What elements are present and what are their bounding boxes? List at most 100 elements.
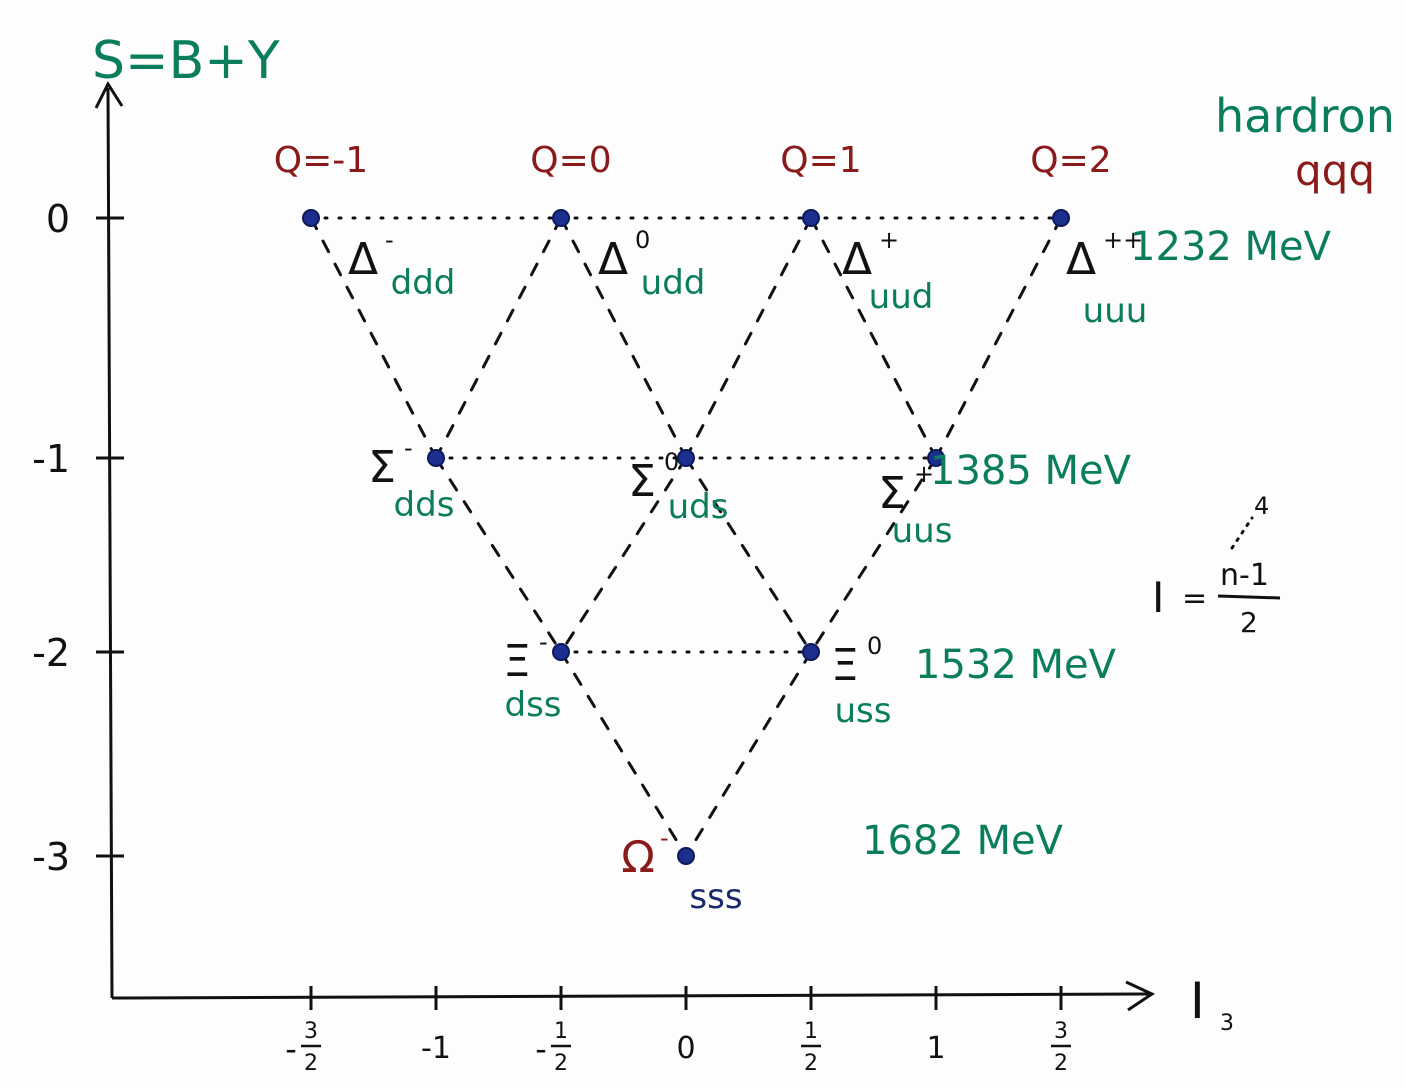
particle-symbol: Δ [598,234,628,285]
title-hadron: hardron [1215,89,1395,143]
particle-uud: Δ + uud [802,209,934,317]
diagonal-connector [684,216,813,460]
particle-symbol: Σ [628,456,656,507]
mass-label: 1385 MeV [930,448,1132,494]
particle-quarks: uss [835,691,892,731]
connection-lines [309,216,1063,858]
particle-quarks: sss [689,877,742,917]
formula-eq: = [1182,581,1207,616]
diagonal-connector [934,216,1063,460]
diagonal-connector [434,456,563,654]
particle-uuu: Δ ++ uuu [1052,209,1148,331]
x-tick-label-numerator: 3 [304,1019,318,1044]
x-tick-label: 12 [801,1019,821,1076]
x-tick-label: 0 [676,1031,695,1066]
x-tick-label-denominator: 2 [1054,1051,1068,1076]
diagonal-connector [684,650,813,858]
diagonal-connector [309,216,438,460]
particle-quarks: uud [869,277,934,317]
x-tick-label: -1 2 [535,1019,571,1076]
mass-label: 1232 MeV [1130,224,1332,270]
x-axis-line [111,992,1151,1000]
particle-dot [427,449,445,467]
particle-dot [552,643,570,661]
particle-charge-sup: 0 [664,448,679,476]
particle-charge-sup: - [539,628,548,656]
title-qqq: qqq [1295,146,1375,195]
particle-dss: Ξ - dss [503,628,570,725]
charge-label: Q=2 [1030,140,1111,181]
particle-udd: Δ 0 udd [552,209,706,303]
x-axis-arrowhead [1125,980,1156,1012]
x-axis-label-subscript: 3 [1220,1011,1234,1036]
mass-labels: 1232 MeV 1385 MeV 1532 MeV 1682 MeV [862,224,1332,864]
y-tick-label: 0 [46,197,70,241]
particle-dot [302,209,320,227]
diagonal-connector [809,216,938,460]
particle-symbol: Ξ [503,636,531,687]
particle-symbol: Ω [621,832,655,883]
formula-annotation-note: 4 [1254,492,1269,520]
particle-dot [802,643,820,661]
y-axis-line [106,87,114,999]
mass-label: 1532 MeV [915,642,1117,688]
x-tick-label-numerator: 1 [554,1019,568,1044]
particle-quarks: dss [504,685,561,725]
isospin-formula: I = n-1 2 4 [1152,492,1281,639]
particle-charge-sup: + [914,460,934,488]
particle-symbol: Δ [1066,234,1096,285]
formula-denominator: 2 [1240,606,1258,639]
particle-dds: Σ - dds [368,434,454,525]
y-tick-label: -1 [32,437,70,481]
particle-symbol: Δ [842,234,872,285]
axis-ticks: 0-1-2-3- 32 -1-12 0 12 1 32 [32,197,1071,1076]
particle-dot [802,209,820,227]
particle-dot [677,449,695,467]
particle-charge-sup: - [385,226,394,254]
y-axis-arrowhead [94,80,124,109]
particle-dot [927,449,945,467]
diagonal-connector [434,216,563,460]
particle-symbol: Δ [348,234,378,285]
particle-quarks: udd [641,263,706,303]
particle-charge-sup: + [879,226,899,254]
particle-uss: Ξ 0 uss [802,632,892,731]
x-tick-label-denominator: 2 [304,1051,318,1076]
particle-uds: Σ 0 uds [628,448,728,527]
diagonal-connector [809,456,938,654]
x-tick-label: 32 [1051,1019,1071,1076]
particle-quarks: uus [892,511,953,551]
particle-charge-sup: 0 [867,632,882,660]
y-axis-label: S=B+Y [92,31,280,91]
particle-sss: Ω -sss [621,824,742,917]
particle-charge-sup: 0 [635,226,650,254]
formula-fraction-bar [1217,594,1281,600]
x-tick-label-denominator: 2 [804,1051,818,1076]
particle-dot [677,847,695,865]
axes [94,80,1156,1012]
particle-dot [552,209,570,227]
diagonal-connector [559,456,688,654]
x-tick-label-numerator: 3 [1054,1019,1068,1044]
x-axis-label: I [1190,972,1205,1030]
x-tick-label: -3 2 [285,1019,321,1076]
particle-ddd: Δ - ddd [302,209,456,303]
particle-symbol: Σ [368,442,396,493]
x-tick-label-sign: - [535,1030,547,1068]
particle-symbol: Σ [878,468,906,519]
charge-label: Q=-1 [274,140,368,181]
x-tick-label-numerator: 1 [804,1019,818,1044]
particle-quarks: ddd [391,263,456,303]
formula-lhs: I [1152,573,1164,622]
x-tick-label-sign: - [285,1030,297,1068]
charge-label: Q=0 [530,140,611,181]
formula-numerator: n-1 [1220,558,1269,593]
mass-label: 1682 MeV [862,818,1064,864]
particle-quarks: uuu [1083,291,1148,331]
diagonal-connector [684,456,813,654]
particle-charge-sup: - [404,434,413,462]
particle-dot [1052,209,1070,227]
